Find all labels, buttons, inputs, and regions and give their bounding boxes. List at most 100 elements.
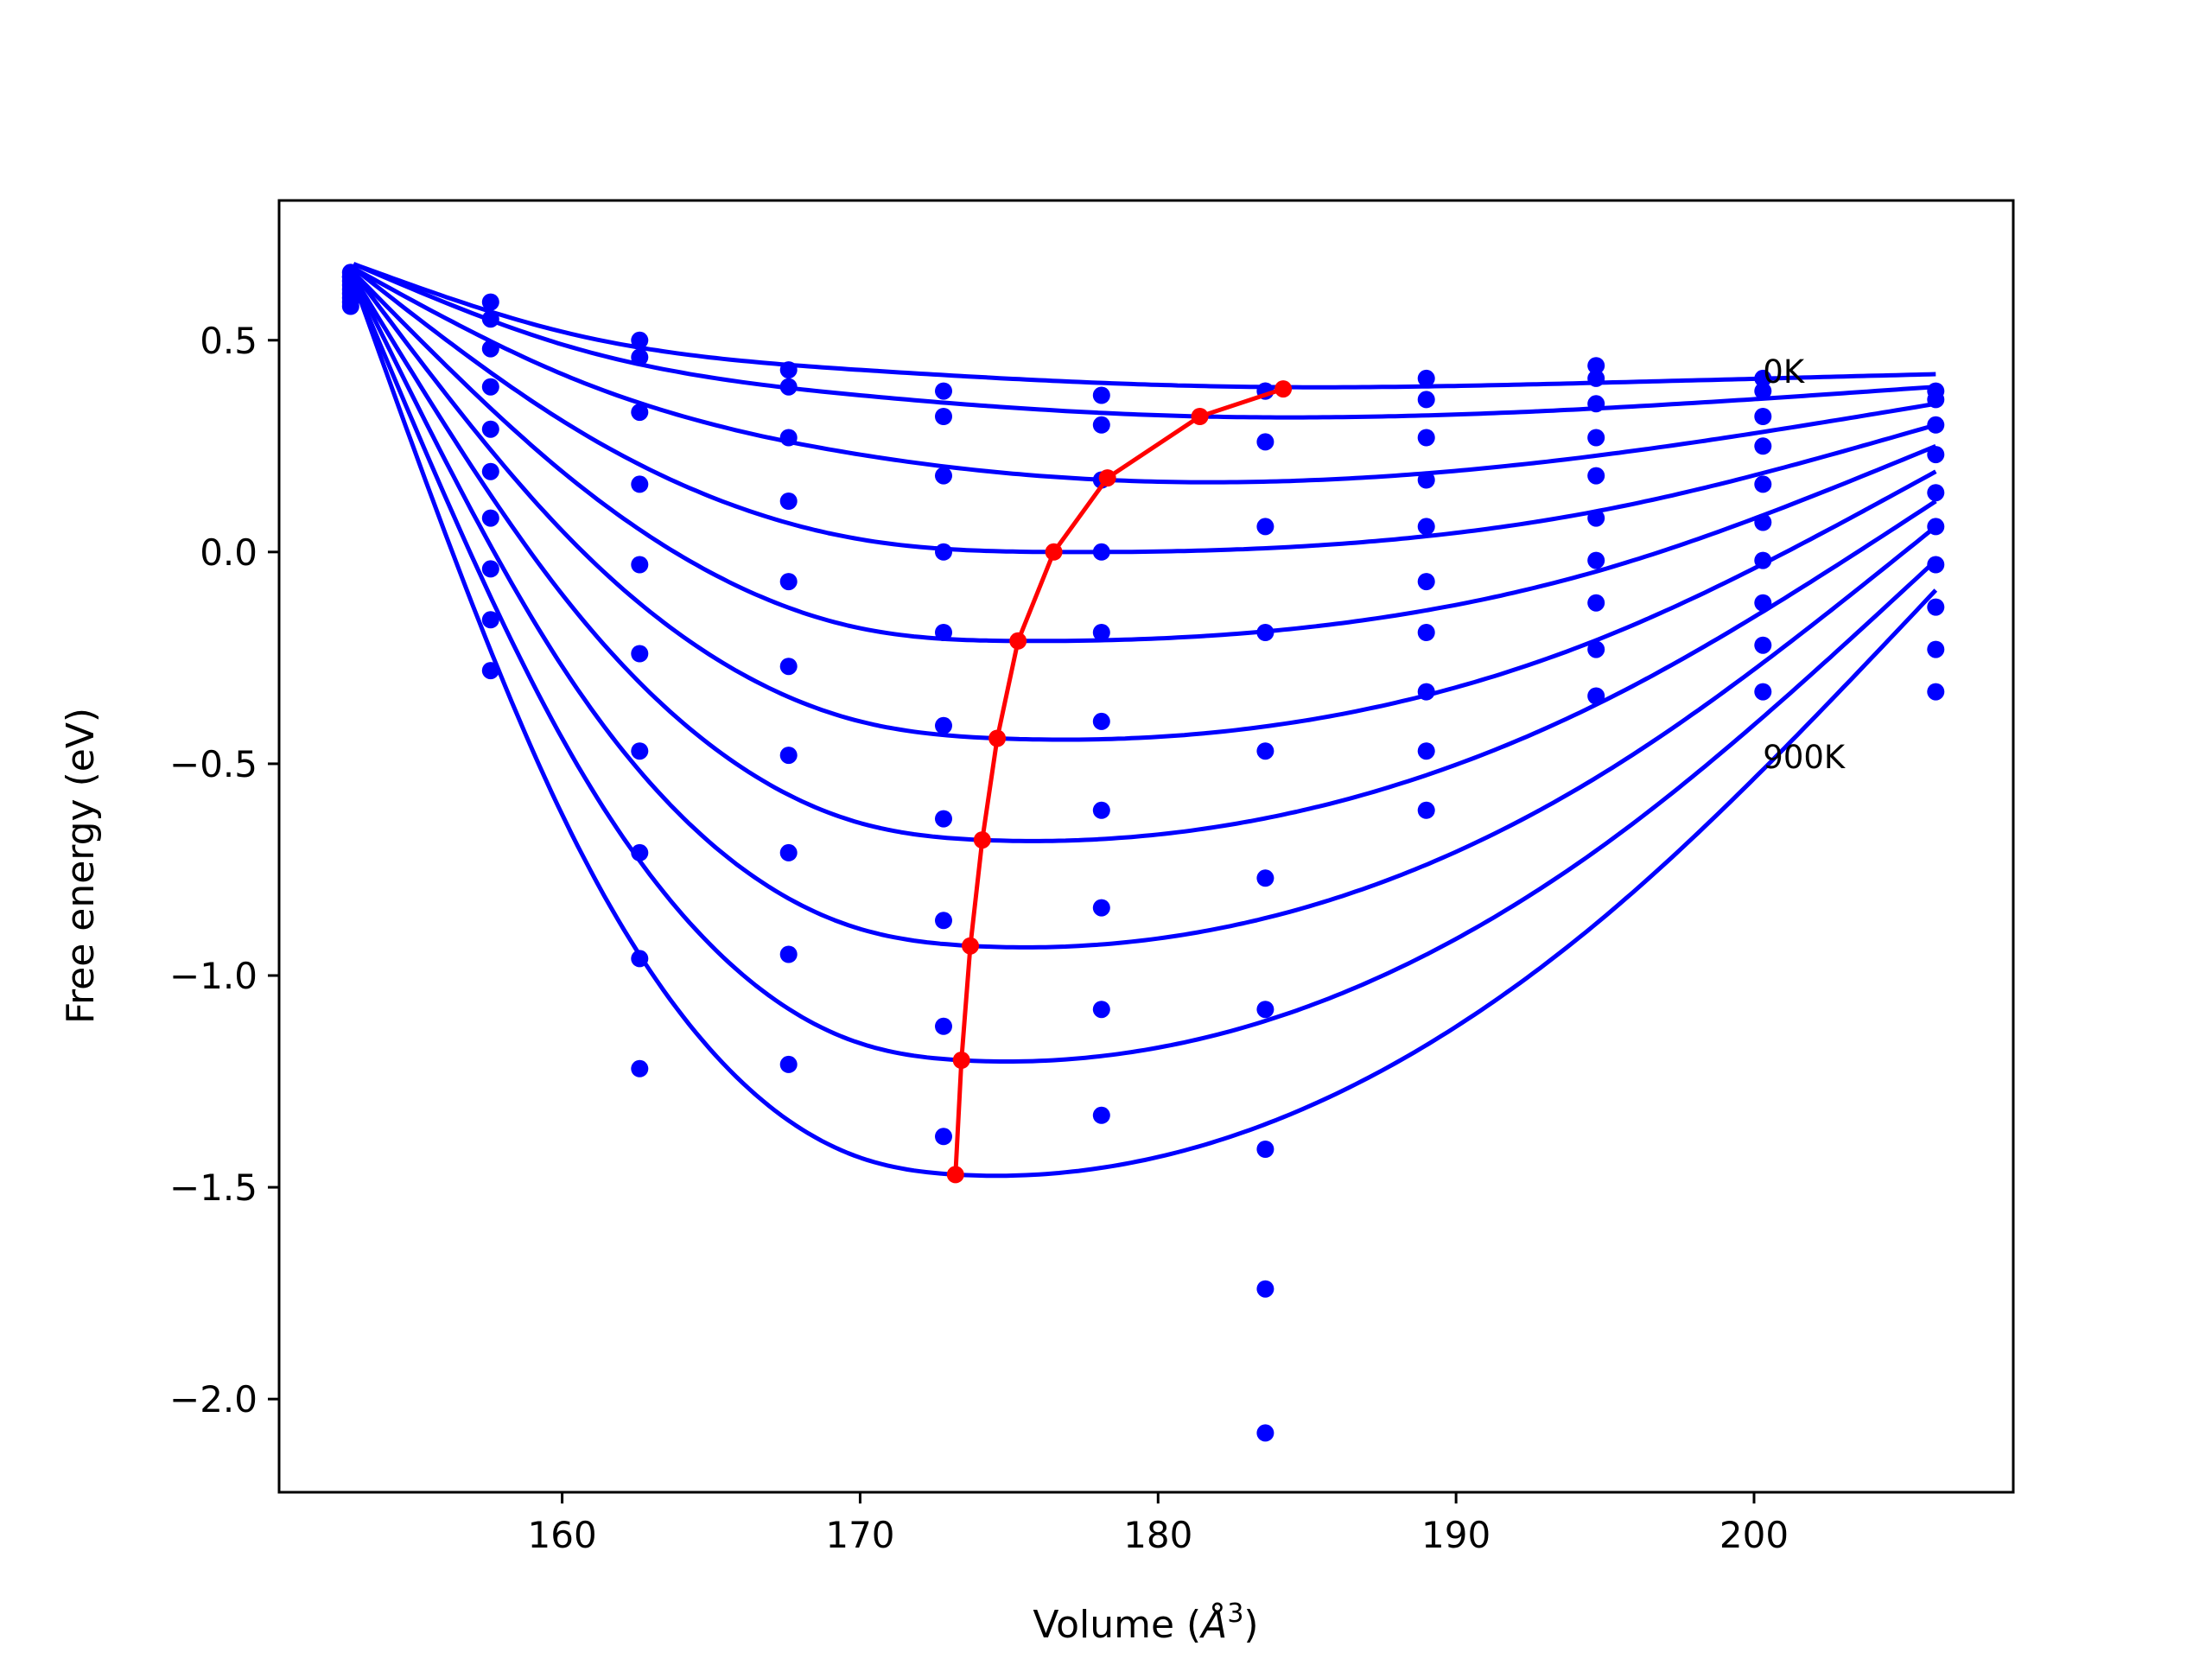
y-tick-label: 0.0 [200, 531, 257, 574]
data-point [779, 361, 798, 379]
x-axis-label-exponent: 3 [1227, 1599, 1243, 1629]
data-point [631, 556, 649, 574]
data-point [1927, 640, 1945, 658]
data-point [1927, 391, 1945, 409]
data-point [1927, 683, 1945, 701]
data-point [779, 493, 798, 510]
data-point [935, 467, 952, 485]
x-axis-ticks: 160 170 180 190 200 [528, 1492, 1789, 1556]
data-point [631, 843, 649, 861]
data-point [1256, 1280, 1274, 1298]
data-point [1927, 556, 1945, 574]
minima-line [946, 380, 1293, 1184]
data-point [1587, 509, 1605, 527]
data-point [631, 404, 649, 422]
data-point [631, 331, 649, 349]
y-tick-label: 0.5 [200, 320, 257, 362]
fit-curve-1 [353, 262, 1936, 420]
data-point [1927, 484, 1945, 502]
data-point [1587, 551, 1605, 569]
data-point [1927, 518, 1945, 536]
data-point [1092, 899, 1110, 917]
data-point [1417, 369, 1435, 387]
data-points [341, 264, 1945, 1442]
data-point [935, 810, 952, 828]
data-point [481, 662, 499, 680]
data-point [1417, 624, 1435, 641]
data-point [1587, 395, 1605, 413]
data-point [341, 297, 359, 315]
data-point [631, 950, 649, 968]
data-point [779, 378, 798, 396]
x-axis-label-close: ) [1243, 1603, 1258, 1647]
data-point [935, 408, 952, 425]
data-point [1092, 624, 1110, 641]
data-point [481, 293, 499, 311]
fit-curves [351, 262, 1938, 1179]
x-axis-label: Volume (Å3) [1033, 1599, 1258, 1647]
data-point [1754, 551, 1772, 569]
data-point [1092, 712, 1110, 730]
data-point [1754, 475, 1772, 493]
data-point [779, 658, 798, 676]
data-point [481, 310, 499, 328]
data-point [935, 1017, 952, 1035]
x-tick-label: 190 [1421, 1514, 1491, 1556]
data-point [1092, 543, 1110, 561]
data-point [631, 742, 649, 760]
fit-curve-2 [352, 266, 1936, 485]
minimum-point [1009, 632, 1027, 650]
data-point [1587, 357, 1605, 375]
data-point [631, 1059, 649, 1077]
fit-curve-9 [351, 280, 1938, 1179]
data-point [935, 543, 952, 561]
data-point [1092, 1001, 1110, 1019]
data-point [1092, 386, 1110, 404]
data-point [1256, 518, 1274, 536]
data-point [631, 348, 649, 366]
y-tick-label: −0.5 [169, 743, 257, 785]
data-point [631, 475, 649, 493]
data-point [1256, 1141, 1274, 1158]
data-point [779, 747, 798, 765]
fit-curve-0 [353, 262, 1936, 390]
data-point [1754, 636, 1772, 654]
data-point [1417, 573, 1435, 591]
data-point [1587, 369, 1605, 387]
fit-curve-4 [352, 270, 1937, 644]
data-point [1754, 408, 1772, 425]
minima-polyline [953, 386, 1284, 1175]
temperature-annotation: 900K [1763, 739, 1847, 776]
data-point [1754, 513, 1772, 531]
data-point [631, 645, 649, 663]
data-point [1417, 429, 1435, 447]
data-point [1927, 416, 1945, 434]
data-point [1754, 683, 1772, 701]
y-axis-label: Free energy (eV) [59, 708, 103, 1024]
data-point [1417, 391, 1435, 409]
y-tick-label: −2.0 [169, 1378, 257, 1421]
x-tick-label: 200 [1719, 1514, 1789, 1556]
data-point [935, 716, 952, 734]
minimum-point [1274, 380, 1293, 398]
data-point [1417, 518, 1435, 536]
data-point [481, 611, 499, 629]
x-tick-label: 160 [528, 1514, 597, 1556]
minimum-point [1191, 408, 1209, 425]
x-axis-label-text: Volume ( [1033, 1603, 1201, 1647]
data-point [1256, 624, 1274, 641]
data-point [779, 945, 798, 963]
plot-frame [277, 199, 2015, 1494]
data-point [1256, 1001, 1274, 1019]
data-point [935, 624, 952, 641]
data-point [481, 509, 499, 527]
fit-curve-6 [352, 275, 1937, 843]
minimum-point [973, 831, 991, 849]
data-point [1587, 429, 1605, 447]
annotations: 0K 900K [1763, 353, 1847, 776]
data-point [1754, 382, 1772, 400]
data-point [1256, 869, 1274, 887]
data-point [1417, 683, 1435, 701]
